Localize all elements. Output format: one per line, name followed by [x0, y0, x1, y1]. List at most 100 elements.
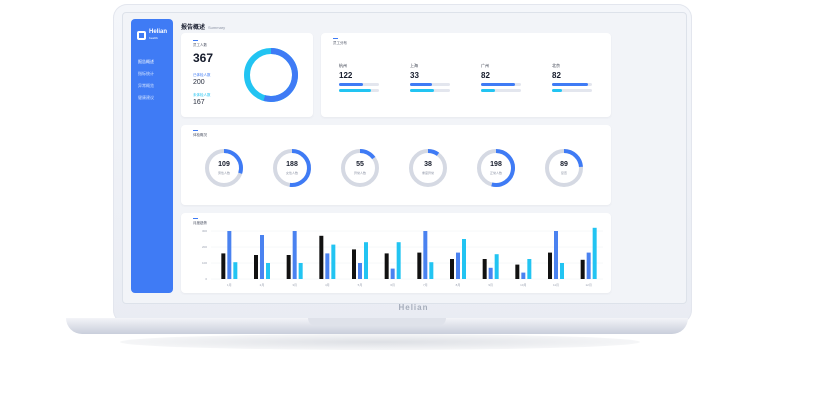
bar: [429, 262, 434, 279]
total-value: 367: [193, 51, 214, 65]
laptop-base: [66, 318, 688, 334]
ring-label: 复查: [560, 171, 567, 175]
bar: [580, 259, 585, 279]
city-value: 82: [481, 71, 490, 80]
ring-label: 男性人数: [217, 171, 230, 175]
ring-stat: 109 男性人数: [203, 147, 245, 189]
bar: [396, 242, 401, 279]
city-bar-secondary: [481, 89, 521, 92]
laptop-shadow: [120, 334, 640, 350]
city-bar-primary-fill: [552, 83, 588, 86]
logo-icon: [137, 30, 146, 40]
page-subtitle: Summary: [208, 25, 226, 30]
donut-checked-segment: [263, 48, 298, 102]
city-bar-secondary: [410, 89, 450, 92]
ring-label: 女性人数: [285, 171, 298, 175]
bar: [286, 255, 291, 279]
bar: [260, 235, 264, 279]
bar: [515, 264, 520, 279]
ring-fill: [563, 149, 583, 168]
bar: [560, 263, 564, 279]
x-tick-label: 3月: [292, 283, 297, 287]
ring-fill: [427, 149, 440, 156]
bar: [488, 267, 493, 279]
city-bar-secondary-fill: [410, 89, 434, 92]
ring-stat: 188 女性人数: [271, 147, 313, 189]
x-tick-label: 8月: [456, 283, 461, 287]
ring-value: 55: [356, 161, 364, 168]
ring-fill: [223, 149, 243, 174]
ring-fill: [491, 149, 515, 187]
ring-stat: 198 正常人数: [475, 147, 517, 189]
bar: [325, 253, 330, 279]
sidebar-item-abnormal[interactable]: 异常概览: [138, 83, 154, 88]
trend-bar-chart: 0 100 200 300 1月 2月 3月 4月 5月 6月 7月 8月 9月 10月 11月 12月: [202, 227, 603, 287]
bar: [527, 259, 532, 279]
city-item: 杭州 122: [339, 63, 399, 92]
ring-track: [409, 149, 447, 187]
total-label: 员工人数: [193, 40, 207, 47]
ring-value: 109: [218, 161, 230, 168]
bar: [592, 227, 597, 279]
city-item: 北京 82: [552, 63, 612, 92]
sidebar-item-advice[interactable]: 健康建议: [138, 95, 154, 100]
x-tick-label: 4月: [325, 283, 330, 287]
bar: [319, 235, 324, 279]
y-tick-label: 200: [202, 245, 207, 249]
city-bar-secondary-fill: [552, 89, 562, 92]
unchecked-value: 167: [193, 99, 205, 106]
x-tick-label: 7月: [423, 283, 428, 287]
y-tick-label: 0: [205, 277, 207, 281]
checked-value: 200: [193, 79, 205, 86]
city-bar-primary: [339, 83, 379, 86]
city-bar-primary-fill: [481, 83, 515, 86]
bar: [233, 262, 238, 279]
x-tick-label: 1月: [227, 283, 232, 287]
city-bar-primary: [481, 83, 521, 86]
bar: [331, 244, 336, 279]
bar: [254, 255, 258, 279]
sidebar-item-summary[interactable]: 报告概述: [138, 59, 154, 64]
ring-stat: 38 重度异常: [407, 147, 449, 189]
ring-chart: [341, 149, 379, 187]
dashboard-screen: Helian health 报告概述 指标统计 异常概览 健康建议 报告概述 Su…: [122, 12, 687, 304]
city-name: 北京: [552, 63, 560, 68]
bar: [358, 263, 362, 279]
trend-chart-card: 月度趋势 0 100 200 300 1月 2月 3月 4月 5月 6月 7月 8月 9月 10月 11月 1…: [181, 213, 611, 293]
x-tick-label: 10月: [520, 283, 526, 287]
y-tick-label: 300: [202, 229, 207, 233]
ring-label: 异常人数: [353, 171, 366, 175]
city-distribution-card: 员工分布 杭州 122 上海 33 广州 82 北京 82: [321, 33, 611, 117]
bar: [266, 263, 270, 279]
ring-fill: [289, 149, 311, 187]
checked-label: 已体检人数: [193, 73, 211, 77]
overview-card-title: 体检概况: [193, 130, 207, 137]
city-value: 122: [339, 71, 353, 80]
laptop-brand: Helian: [398, 303, 429, 312]
ring-chart: [205, 149, 243, 187]
city-bar-primary: [552, 83, 592, 86]
city-bar-secondary-fill: [339, 89, 371, 92]
ring-stat: 89 复查: [543, 147, 585, 189]
x-tick-label: 9月: [488, 283, 493, 287]
page-title: 报告概述 Summary: [181, 22, 225, 31]
bar: [554, 231, 558, 279]
city-name: 上海: [410, 63, 418, 68]
bar: [494, 254, 499, 279]
bar: [482, 259, 487, 279]
bar: [364, 242, 368, 279]
ring-chart: [273, 149, 311, 187]
sidebar-nav: 报告概述 指标统计 异常概览 健康建议: [138, 56, 154, 104]
logo-text: Helian: [149, 29, 168, 35]
city-name: 广州: [481, 63, 489, 68]
overview-card: 体检概况 109 男性人数 188 女性人数 55 异常人数 38 重度异常 198 正常人数 89…: [181, 125, 611, 205]
summary-card: 员工人数 367 已体检人数 200 未体检人数 167: [181, 33, 313, 117]
sidebar-item-stats[interactable]: 指标统计: [138, 71, 154, 76]
y-tick-label: 100: [202, 261, 207, 265]
bar: [298, 263, 303, 279]
bar: [548, 252, 552, 279]
bar: [462, 239, 466, 279]
ring-fill: [359, 149, 376, 160]
city-name: 杭州: [339, 63, 347, 68]
summary-donut-chart: [244, 48, 298, 102]
